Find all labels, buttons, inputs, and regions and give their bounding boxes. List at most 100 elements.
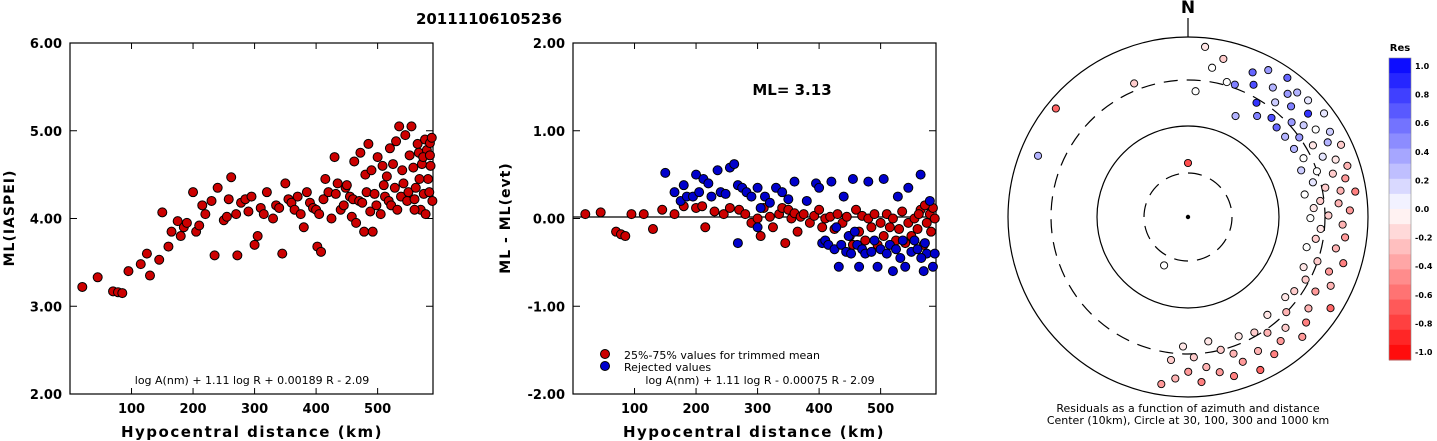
data-point <box>157 207 168 218</box>
colorbar-cell <box>1389 73 1411 89</box>
legend-red-label: 25%-75% values for trimmed mean <box>624 349 820 362</box>
station-residual-point <box>1302 243 1311 252</box>
data-point <box>268 213 279 224</box>
rejected-point <box>872 261 883 272</box>
data-point <box>258 209 269 220</box>
data-point <box>425 160 436 171</box>
station-residual-point <box>1287 118 1296 127</box>
data-point <box>332 178 343 189</box>
x-tick-label: 500 <box>364 402 391 417</box>
legend-blue-marker <box>600 361 610 371</box>
rejected-point <box>849 226 860 237</box>
station-residual-point <box>1238 357 1247 366</box>
y-tick-label: 6.00 <box>30 37 62 52</box>
x-tick-label: 300 <box>241 402 268 417</box>
station-residual-point <box>1248 68 1257 77</box>
station-residual-point <box>1289 144 1299 153</box>
data-point <box>246 191 257 202</box>
map-caption-2: Center (10km), Circle at 30, 100, 300 an… <box>1047 414 1329 427</box>
station-residual-point <box>1270 350 1279 359</box>
data-point <box>394 121 405 132</box>
accepted-point <box>767 222 778 233</box>
station-residual-point <box>1202 363 1211 372</box>
data-point <box>404 150 415 161</box>
station-residual-point <box>1281 293 1290 302</box>
station-residual-point <box>1298 332 1307 341</box>
accepted-point <box>897 206 908 217</box>
station-residual-point <box>1316 196 1325 205</box>
rejected-point <box>691 169 702 180</box>
colorbar-tick-label: -0.2 <box>1415 234 1433 243</box>
data-point <box>414 174 425 185</box>
station-residual-point <box>1326 281 1335 290</box>
data-point <box>381 171 392 182</box>
colorbar-cell <box>1389 329 1411 346</box>
station-residual-point <box>1201 42 1210 51</box>
data-point <box>274 202 285 213</box>
azimuth-residual-map: N Residuals as a function of azimuth and… <box>1007 0 1369 427</box>
accepted-point <box>884 222 895 233</box>
station-residual-point <box>1341 233 1350 242</box>
station-residual-point <box>1311 234 1320 243</box>
data-point <box>410 182 421 193</box>
colorbar-tick-label: -1.0 <box>1415 348 1433 357</box>
station-residual-point <box>1231 111 1240 121</box>
accepted-point <box>718 209 729 220</box>
station-residual-point <box>1336 186 1345 195</box>
colorbar-cell <box>1389 133 1411 150</box>
data-point <box>366 165 377 176</box>
station-residual-point <box>1252 98 1261 107</box>
rejected-point <box>881 248 892 259</box>
data-point <box>117 288 128 299</box>
data-point <box>375 209 386 220</box>
colorbar-cell <box>1389 118 1411 134</box>
colorbar-cell <box>1389 209 1411 225</box>
rejected-point <box>706 191 717 202</box>
station-residual-point <box>1321 183 1330 192</box>
data-point <box>427 195 438 206</box>
accepted-point <box>764 211 775 222</box>
station-residual-point <box>1208 63 1217 72</box>
station-residual-point <box>1216 345 1225 354</box>
station-residual-point <box>1263 310 1272 319</box>
data-point <box>316 246 327 257</box>
station-residual-point <box>1341 174 1350 183</box>
station-residual-point <box>1311 287 1320 296</box>
data-point <box>384 143 395 154</box>
data-point <box>141 248 152 259</box>
data-point <box>408 162 419 173</box>
data-point <box>371 200 382 211</box>
station-residual-point <box>1319 109 1329 118</box>
panel2-xlabel: Hypocentral distance (km) <box>623 423 885 441</box>
data-point <box>231 209 242 220</box>
rejected-point <box>897 235 908 246</box>
x-tick-label: 200 <box>682 402 709 417</box>
station-residual-point <box>1219 54 1228 63</box>
station-residual-point <box>1215 368 1224 377</box>
rejected-point <box>918 266 929 277</box>
station-residual-point <box>1033 151 1043 160</box>
station-residual-point <box>1304 96 1313 105</box>
data-point <box>209 250 220 261</box>
data-point <box>301 187 312 198</box>
station-residual-point <box>1324 211 1333 220</box>
ring-30km <box>1143 172 1233 262</box>
y-tick-label: 4.00 <box>30 213 62 228</box>
colorbar-cell <box>1389 103 1411 119</box>
station-residual-point <box>1268 83 1277 92</box>
accepted-point <box>832 209 843 220</box>
station-residual-point <box>1304 304 1313 313</box>
rejected-point <box>847 174 858 185</box>
station-residual-point <box>1345 206 1354 215</box>
rejected-point <box>924 195 935 206</box>
data-point <box>367 226 378 237</box>
data-point <box>194 220 205 231</box>
station-residual-point <box>1160 261 1169 270</box>
rejected-point <box>826 176 837 187</box>
colorbar-tick-label: 0.0 <box>1415 205 1430 214</box>
colorbar-cell <box>1389 254 1411 270</box>
colorbar-tick-label: -0.8 <box>1415 319 1433 328</box>
data-point <box>359 226 370 237</box>
station-residual-point <box>1204 337 1213 346</box>
data-point <box>420 209 431 220</box>
